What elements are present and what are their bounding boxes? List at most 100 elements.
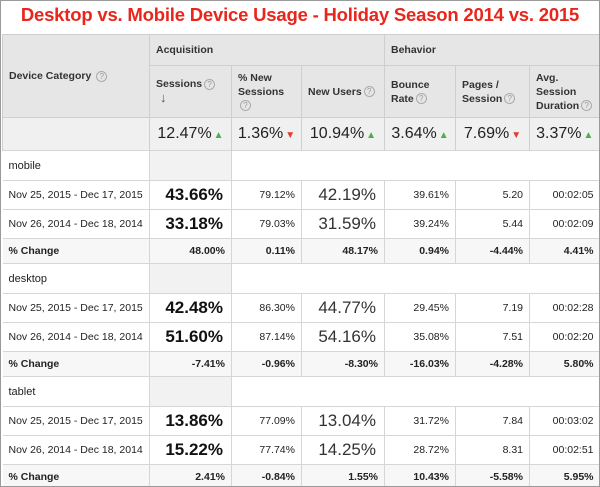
help-circle-icon[interactable]: ? xyxy=(581,100,593,112)
table-row: Nov 26, 2014 - Dec 18, 2014 51.60% 87.14% 5… xyxy=(2,322,599,352)
sort-desc-arrow-icon[interactable]: ↓ xyxy=(160,90,167,105)
metric-value: 00:02:20 xyxy=(528,322,599,352)
metric-value: 77.09% xyxy=(231,406,302,436)
column-header-1[interactable]: % New Sessions? xyxy=(231,65,302,118)
percent-change-value: -4.44% xyxy=(455,238,530,264)
behavior-group-header: Behavior xyxy=(383,34,599,66)
percent-change-value: -8.30% xyxy=(301,351,385,377)
percent-change-value: -4.28% xyxy=(455,351,530,377)
down-arrow-icon: ▼ xyxy=(511,130,522,141)
metric-value: 33.18% xyxy=(149,209,232,239)
help-circle-icon[interactable]: ? xyxy=(363,86,375,98)
total-change-value: 12.47% xyxy=(157,125,212,142)
metric-value: 8.31 xyxy=(455,435,530,465)
device-name[interactable]: tablet xyxy=(2,376,150,407)
help-circle-icon[interactable]: ? xyxy=(504,93,516,105)
metric-value: 28.72% xyxy=(384,435,456,465)
percent-change-value: -7.41% xyxy=(149,351,232,377)
table-row: Nov 25, 2015 - Dec 17, 2015 42.48% 86.30% 4… xyxy=(2,293,599,323)
metric-value: 00:02:28 xyxy=(528,293,599,323)
metric-value: 7.19 xyxy=(455,293,530,323)
percent-change-value: 10.43% xyxy=(384,464,456,486)
totals-row: 12.47% ▲ 1.36% ▼ 10.94% ▲ 3.64% ▲ 7.69% ▼ 3.37% ▲ xyxy=(2,117,599,151)
device-spacer-cell xyxy=(230,376,599,407)
metric-value: 44.77% xyxy=(301,293,385,323)
percent-change-label: % Change xyxy=(2,351,150,377)
device-usage-table: Device Category ? Acquisition Behavior S… xyxy=(2,34,599,486)
metric-value: 42.48% xyxy=(149,293,232,323)
acquisition-group-header: Acquisition xyxy=(149,34,385,66)
device-category-header[interactable]: Device Category ? xyxy=(2,34,150,118)
total-change-cell: 12.47% ▲ xyxy=(149,117,232,151)
metric-value: 5.20 xyxy=(455,180,530,210)
up-arrow-icon: ▲ xyxy=(583,130,594,141)
total-change-cell: 10.94% ▲ xyxy=(301,117,385,151)
column-header-label: Avg. Session Duration xyxy=(536,71,580,112)
metric-value: 7.51 xyxy=(455,322,530,352)
date-range-label: Nov 25, 2015 - Dec 17, 2015 xyxy=(2,406,150,436)
help-circle-icon[interactable]: ? xyxy=(415,93,427,105)
device-row-mobile: mobile xyxy=(2,150,599,181)
up-arrow-icon: ▲ xyxy=(438,130,449,141)
total-change-value: 3.37% xyxy=(536,125,582,142)
percent-change-value: 0.94% xyxy=(384,238,456,264)
device-name[interactable]: desktop xyxy=(2,263,150,294)
date-range-label: Nov 26, 2014 - Dec 18, 2014 xyxy=(2,435,150,465)
help-circle-icon[interactable]: ? xyxy=(96,70,108,82)
column-header-label: Bounce Rate xyxy=(391,78,430,105)
metric-value: 15.22% xyxy=(149,435,232,465)
column-header-2[interactable]: New Users? xyxy=(301,65,385,118)
column-header-label: New Users xyxy=(308,85,362,98)
metric-value: 00:02:05 xyxy=(528,180,599,210)
column-header-0[interactable]: Sessions ? ↓ xyxy=(149,65,232,118)
table-row: Nov 26, 2014 - Dec 18, 2014 15.22% 77.74% 1… xyxy=(2,435,599,465)
column-header-4[interactable]: Pages / Session? xyxy=(455,65,530,118)
table-row: Nov 26, 2014 - Dec 18, 2014 33.18% 79.03% 3… xyxy=(2,209,599,239)
total-change-value: 7.69% xyxy=(463,125,510,142)
metric-value: 87.14% xyxy=(231,322,302,352)
device-name[interactable]: mobile xyxy=(2,150,150,181)
percent-change-value: 5.80% xyxy=(528,351,599,377)
column-header-label: Pages / Session xyxy=(462,78,503,105)
percent-change-row: % Change 48.00% 0.11% 48.17% 0.94% -4.44% 4.41… xyxy=(2,238,599,264)
device-category-label: Device Category xyxy=(9,70,92,82)
totals-blank-cell xyxy=(2,117,150,151)
total-change-cell: 7.69% ▼ xyxy=(455,117,530,151)
percent-change-value: 4.41% xyxy=(528,238,599,264)
total-change-cell: 3.37% ▲ xyxy=(528,117,599,151)
column-header-5[interactable]: Avg. Session Duration? xyxy=(528,65,599,118)
device-spacer-cell xyxy=(230,263,599,294)
help-circle-icon[interactable]: ? xyxy=(240,100,251,112)
device-spacer-cell xyxy=(230,150,599,181)
metric-value: 42.19% xyxy=(301,180,385,210)
date-range-label: Nov 25, 2015 - Dec 17, 2015 xyxy=(2,180,150,210)
metric-value: 51.60% xyxy=(149,322,232,352)
total-change-value: 10.94% xyxy=(309,125,365,142)
percent-change-value: 0.11% xyxy=(231,238,302,264)
metric-header-row: Sessions ?↓% New Sessions? New Users? Bounc… xyxy=(3,65,599,118)
table-row: Nov 25, 2015 - Dec 17, 2015 43.66% 79.12% 4… xyxy=(2,180,599,210)
date-range-label: Nov 25, 2015 - Dec 17, 2015 xyxy=(2,293,150,323)
column-header-3[interactable]: Bounce Rate? xyxy=(384,65,456,118)
metric-value: 5.44 xyxy=(455,209,530,239)
percent-change-row: % Change 2.41% -0.84% 1.55% 10.43% -5.58% 5.95… xyxy=(2,464,599,486)
percent-change-label: % Change xyxy=(2,238,150,264)
date-range-label: Nov 26, 2014 - Dec 18, 2014 xyxy=(2,322,150,352)
metric-value: 39.61% xyxy=(384,180,456,210)
date-range-label: Nov 26, 2014 - Dec 18, 2014 xyxy=(2,209,150,239)
metric-value: 54.16% xyxy=(301,322,385,352)
metric-value: 79.12% xyxy=(231,180,302,210)
page-title: Desktop vs. Mobile Device Usage - Holida… xyxy=(20,4,580,25)
total-change-value: 1.36% xyxy=(237,125,284,142)
metric-value: 31.59% xyxy=(301,209,385,239)
total-change-cell: 1.36% ▼ xyxy=(231,117,302,151)
metric-value: 79.03% xyxy=(231,209,302,239)
up-arrow-icon: ▲ xyxy=(213,130,224,141)
metric-value: 86.30% xyxy=(231,293,302,323)
table-row: Nov 25, 2015 - Dec 17, 2015 13.86% 77.09% 1… xyxy=(2,406,599,436)
percent-change-row: % Change -7.41% -0.96% -8.30% -16.03% -4.28% 5… xyxy=(2,351,599,377)
help-circle-icon[interactable]: ? xyxy=(204,78,216,90)
percent-change-value: 2.41% xyxy=(149,464,232,486)
metric-value: 43.66% xyxy=(149,180,232,210)
